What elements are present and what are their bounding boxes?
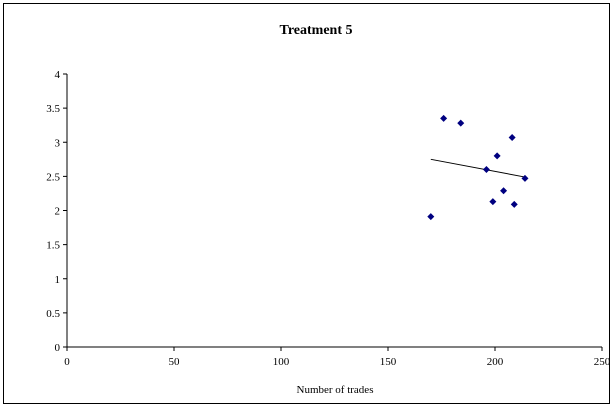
plot-area: 0 0.5 1 1.5 2 2.5 3 3.5 4 0 50 100 150 200 250	[46, 69, 611, 368]
y-tick-label: 3	[55, 137, 61, 149]
y-tick-label: 0	[55, 342, 61, 354]
data-point	[510, 200, 518, 208]
x-tick-label: 0	[64, 356, 70, 368]
x-tick-label: 250	[594, 356, 611, 368]
y-tick-label: 1	[55, 274, 61, 286]
x-tick-label: 200	[487, 356, 504, 368]
data-point	[482, 166, 490, 174]
x-tick-label: 50	[169, 356, 181, 368]
y-tick-label: 0.5	[46, 308, 60, 320]
y-tick-label: 3.5	[46, 103, 60, 115]
y-axis-label-group: Volatility of price	[26, 171, 38, 249]
chart-area	[3, 3, 610, 404]
data-point	[508, 133, 516, 141]
x-tick-label: 100	[273, 356, 290, 368]
x-tick-label: 150	[380, 356, 397, 368]
y-tick-label: 2.5	[46, 171, 60, 183]
data-point	[500, 187, 508, 195]
trendline	[430, 158, 526, 178]
data-point	[489, 198, 497, 206]
data-point	[493, 152, 501, 160]
chart-title: Treatment 5	[280, 23, 353, 38]
x-axis-label: Number of trades	[297, 384, 374, 396]
data-point	[457, 119, 465, 127]
y-tick-label: 1.5	[46, 240, 60, 252]
y-axis-label: Volatility of price	[26, 171, 38, 249]
y-tick-label: 4	[55, 69, 61, 81]
data-point	[521, 174, 529, 182]
data-point	[427, 213, 435, 221]
y-tick-label: 2	[55, 206, 61, 218]
data-point	[440, 114, 448, 122]
